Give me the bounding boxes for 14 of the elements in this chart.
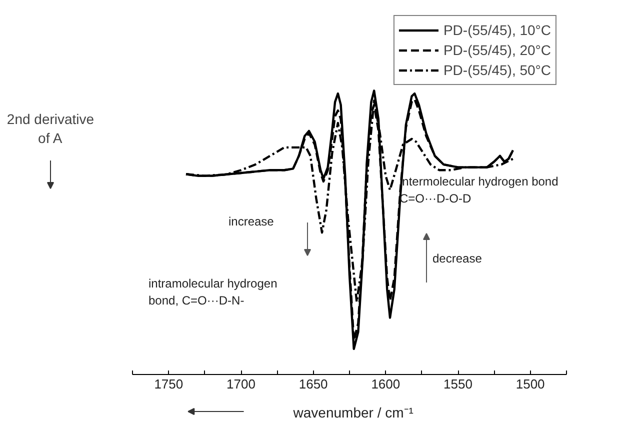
legend-label: PD-(55/45), 20°C bbox=[443, 42, 551, 58]
x-tick-label: 1550 bbox=[444, 376, 472, 392]
legend-label: PD-(55/45), 10°C bbox=[443, 22, 551, 38]
annotation: decrease bbox=[432, 252, 482, 266]
x-axis-title: wavenumber / cm⁻¹ bbox=[292, 404, 414, 420]
x-tick-label: 1650 bbox=[298, 376, 328, 392]
y-axis-title: 2nd derivative of A bbox=[6, 110, 94, 146]
x-tick-label: 1500 bbox=[516, 376, 545, 392]
annotation: increase bbox=[228, 214, 274, 228]
x-tick-label: 1600 bbox=[371, 376, 400, 392]
legend-label: PD-(55/45), 50°C bbox=[443, 62, 551, 78]
annotation: intramolecular hydrogen bond, C=O···D-N- bbox=[148, 276, 278, 308]
x-tick-label: 1750 bbox=[154, 376, 184, 392]
x-tick-label: 1700 bbox=[226, 376, 256, 392]
